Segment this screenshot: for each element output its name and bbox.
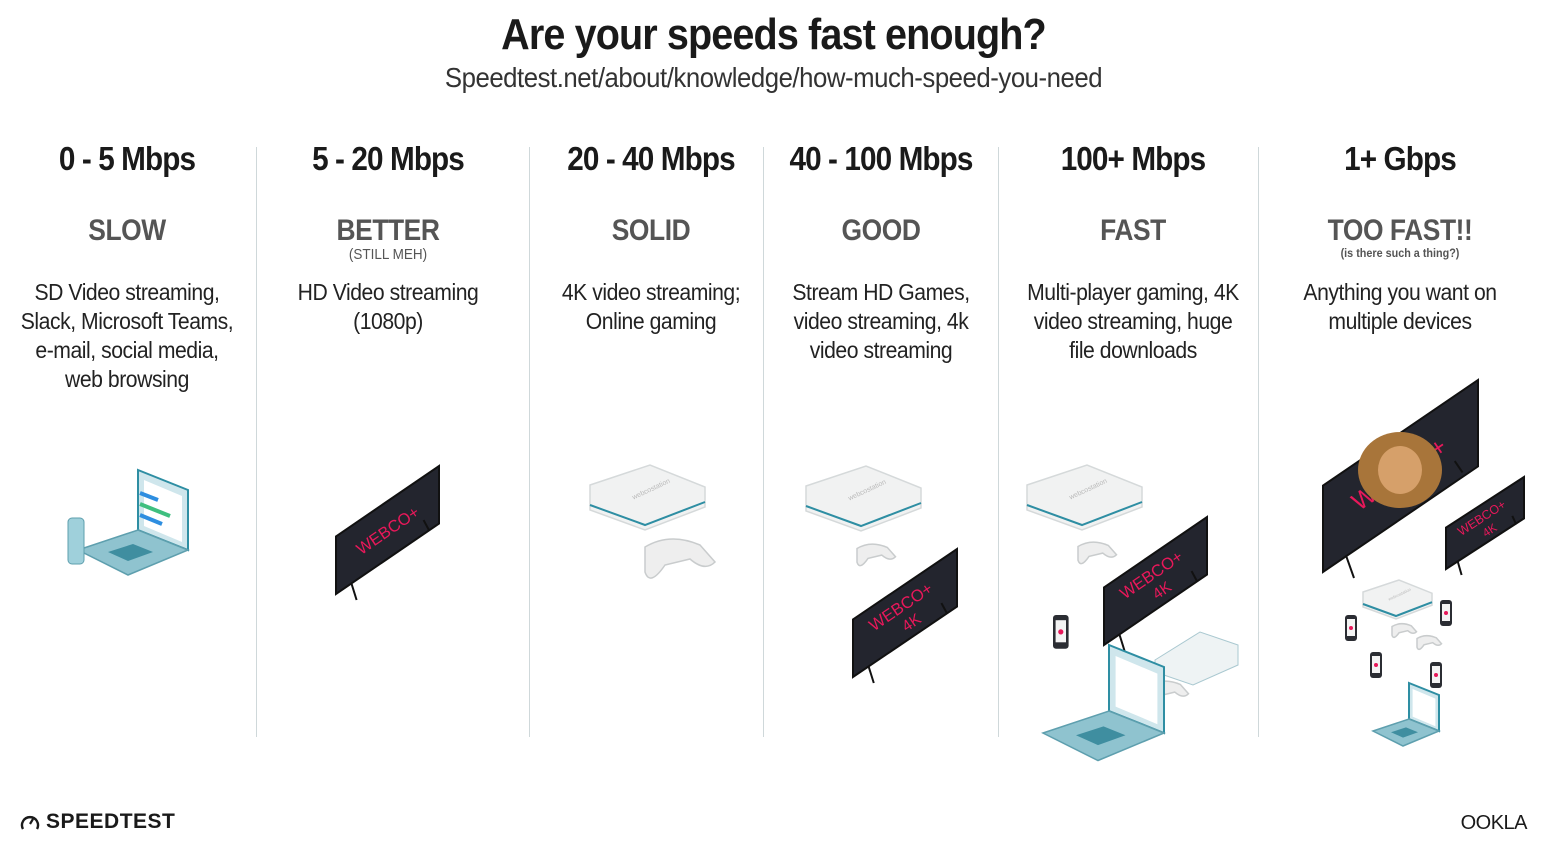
speed-range: 5 - 20 Mbps: [312, 140, 465, 177]
tv-icon: WEBCO+4K: [1103, 515, 1208, 652]
game-console-icon: webcostation: [1362, 579, 1433, 620]
speed-range: 40 - 100 Mbps: [789, 140, 973, 177]
speed-range: 100+ Mbps: [1060, 140, 1207, 177]
tier-description: Stream HD Games, video streaming, 4k vid…: [792, 279, 970, 363]
column-divider: [529, 147, 530, 737]
game-controller-icon: [1416, 634, 1443, 651]
column-divider: [763, 147, 764, 737]
game-controller-icon: [1077, 541, 1118, 565]
speed-range: 0 - 5 Mbps: [58, 140, 196, 177]
laptop-icon: [1371, 681, 1441, 747]
source-url: Speedtest.net/about/knowledge/how-much-s…: [444, 62, 1103, 93]
game-controller-icon: [856, 543, 897, 567]
tier-fast: 100+ Mbps FAST Multi-player gaming, 4K v…: [1013, 140, 1253, 365]
game-console-icon: [1154, 631, 1239, 686]
tier-better: 5 - 20 Mbps BETTER (STILL MEH) HD Video …: [268, 140, 508, 336]
game-console-icon: webcostation: [805, 465, 922, 532]
speedtest-logo: SPEEDTEST: [20, 810, 175, 834]
column-divider: [1258, 147, 1259, 737]
tier-too-fast: 1+ Gbps TOO FAST!! (is there such a thin…: [1280, 140, 1520, 336]
laptop-icon: [76, 468, 190, 576]
tier-label: FAST: [1100, 214, 1166, 247]
tier-label: SLOW: [88, 214, 166, 247]
smartphone-icon: [1053, 615, 1069, 649]
tablet-icon: [67, 517, 85, 565]
tier-note: (STILL MEH): [348, 246, 428, 263]
tv-icon: WEBCO+4K: [1445, 475, 1525, 576]
game-console-icon: webcostation: [589, 464, 706, 531]
column-divider: [998, 147, 999, 737]
tier-description: Anything you want on multiple devices: [1303, 279, 1497, 334]
game-controller-icon: [644, 538, 717, 579]
tier-description: HD Video streaming (1080p): [297, 279, 479, 334]
tv-icon: WEBCO+: [335, 464, 440, 601]
ookla-logo: OOKLA: [1460, 812, 1528, 834]
smartphone-icon: [1345, 615, 1357, 641]
game-console-icon: webcostation: [1026, 464, 1143, 531]
tier-slow: 0 - 5 Mbps SLOW SD Video streaming, Slac…: [7, 140, 247, 394]
tier-label: TOO FAST!!: [1327, 214, 1473, 247]
tier-label: SOLID: [611, 214, 691, 247]
column-divider: [256, 147, 257, 737]
tv-icon: WEBCO+4K: [852, 547, 958, 684]
speed-range: 20 - 40 Mbps: [567, 140, 735, 177]
laptop-icon: [1041, 643, 1166, 762]
tier-label: GOOD: [841, 214, 921, 247]
smartphone-icon: [1440, 600, 1452, 626]
page-title: Are your speeds fast enough?: [501, 10, 1047, 59]
speed-range: 1+ Gbps: [1344, 140, 1457, 177]
tier-good: 40 - 100 Mbps GOOD Stream HD Games, vide…: [761, 140, 1001, 365]
tier-label: BETTER: [336, 214, 440, 247]
tier-description: 4K video streaming; Online gaming: [561, 279, 741, 334]
tier-note: (is there such a thing?): [1340, 246, 1460, 260]
smartphone-icon: [1370, 652, 1382, 678]
smartphone-icon: [1430, 662, 1442, 688]
tier-description: Multi-player gaming, 4K video streaming,…: [1027, 279, 1239, 363]
speedometer-icon: [20, 816, 40, 830]
speedtest-wordmark: SPEEDTEST: [46, 810, 176, 833]
tier-solid: 20 - 40 Mbps SOLID 4K video streaming; O…: [531, 140, 771, 336]
game-controller-icon: [1391, 622, 1418, 639]
tier-description: SD Video streaming, Slack, Microsoft Tea…: [20, 279, 234, 392]
